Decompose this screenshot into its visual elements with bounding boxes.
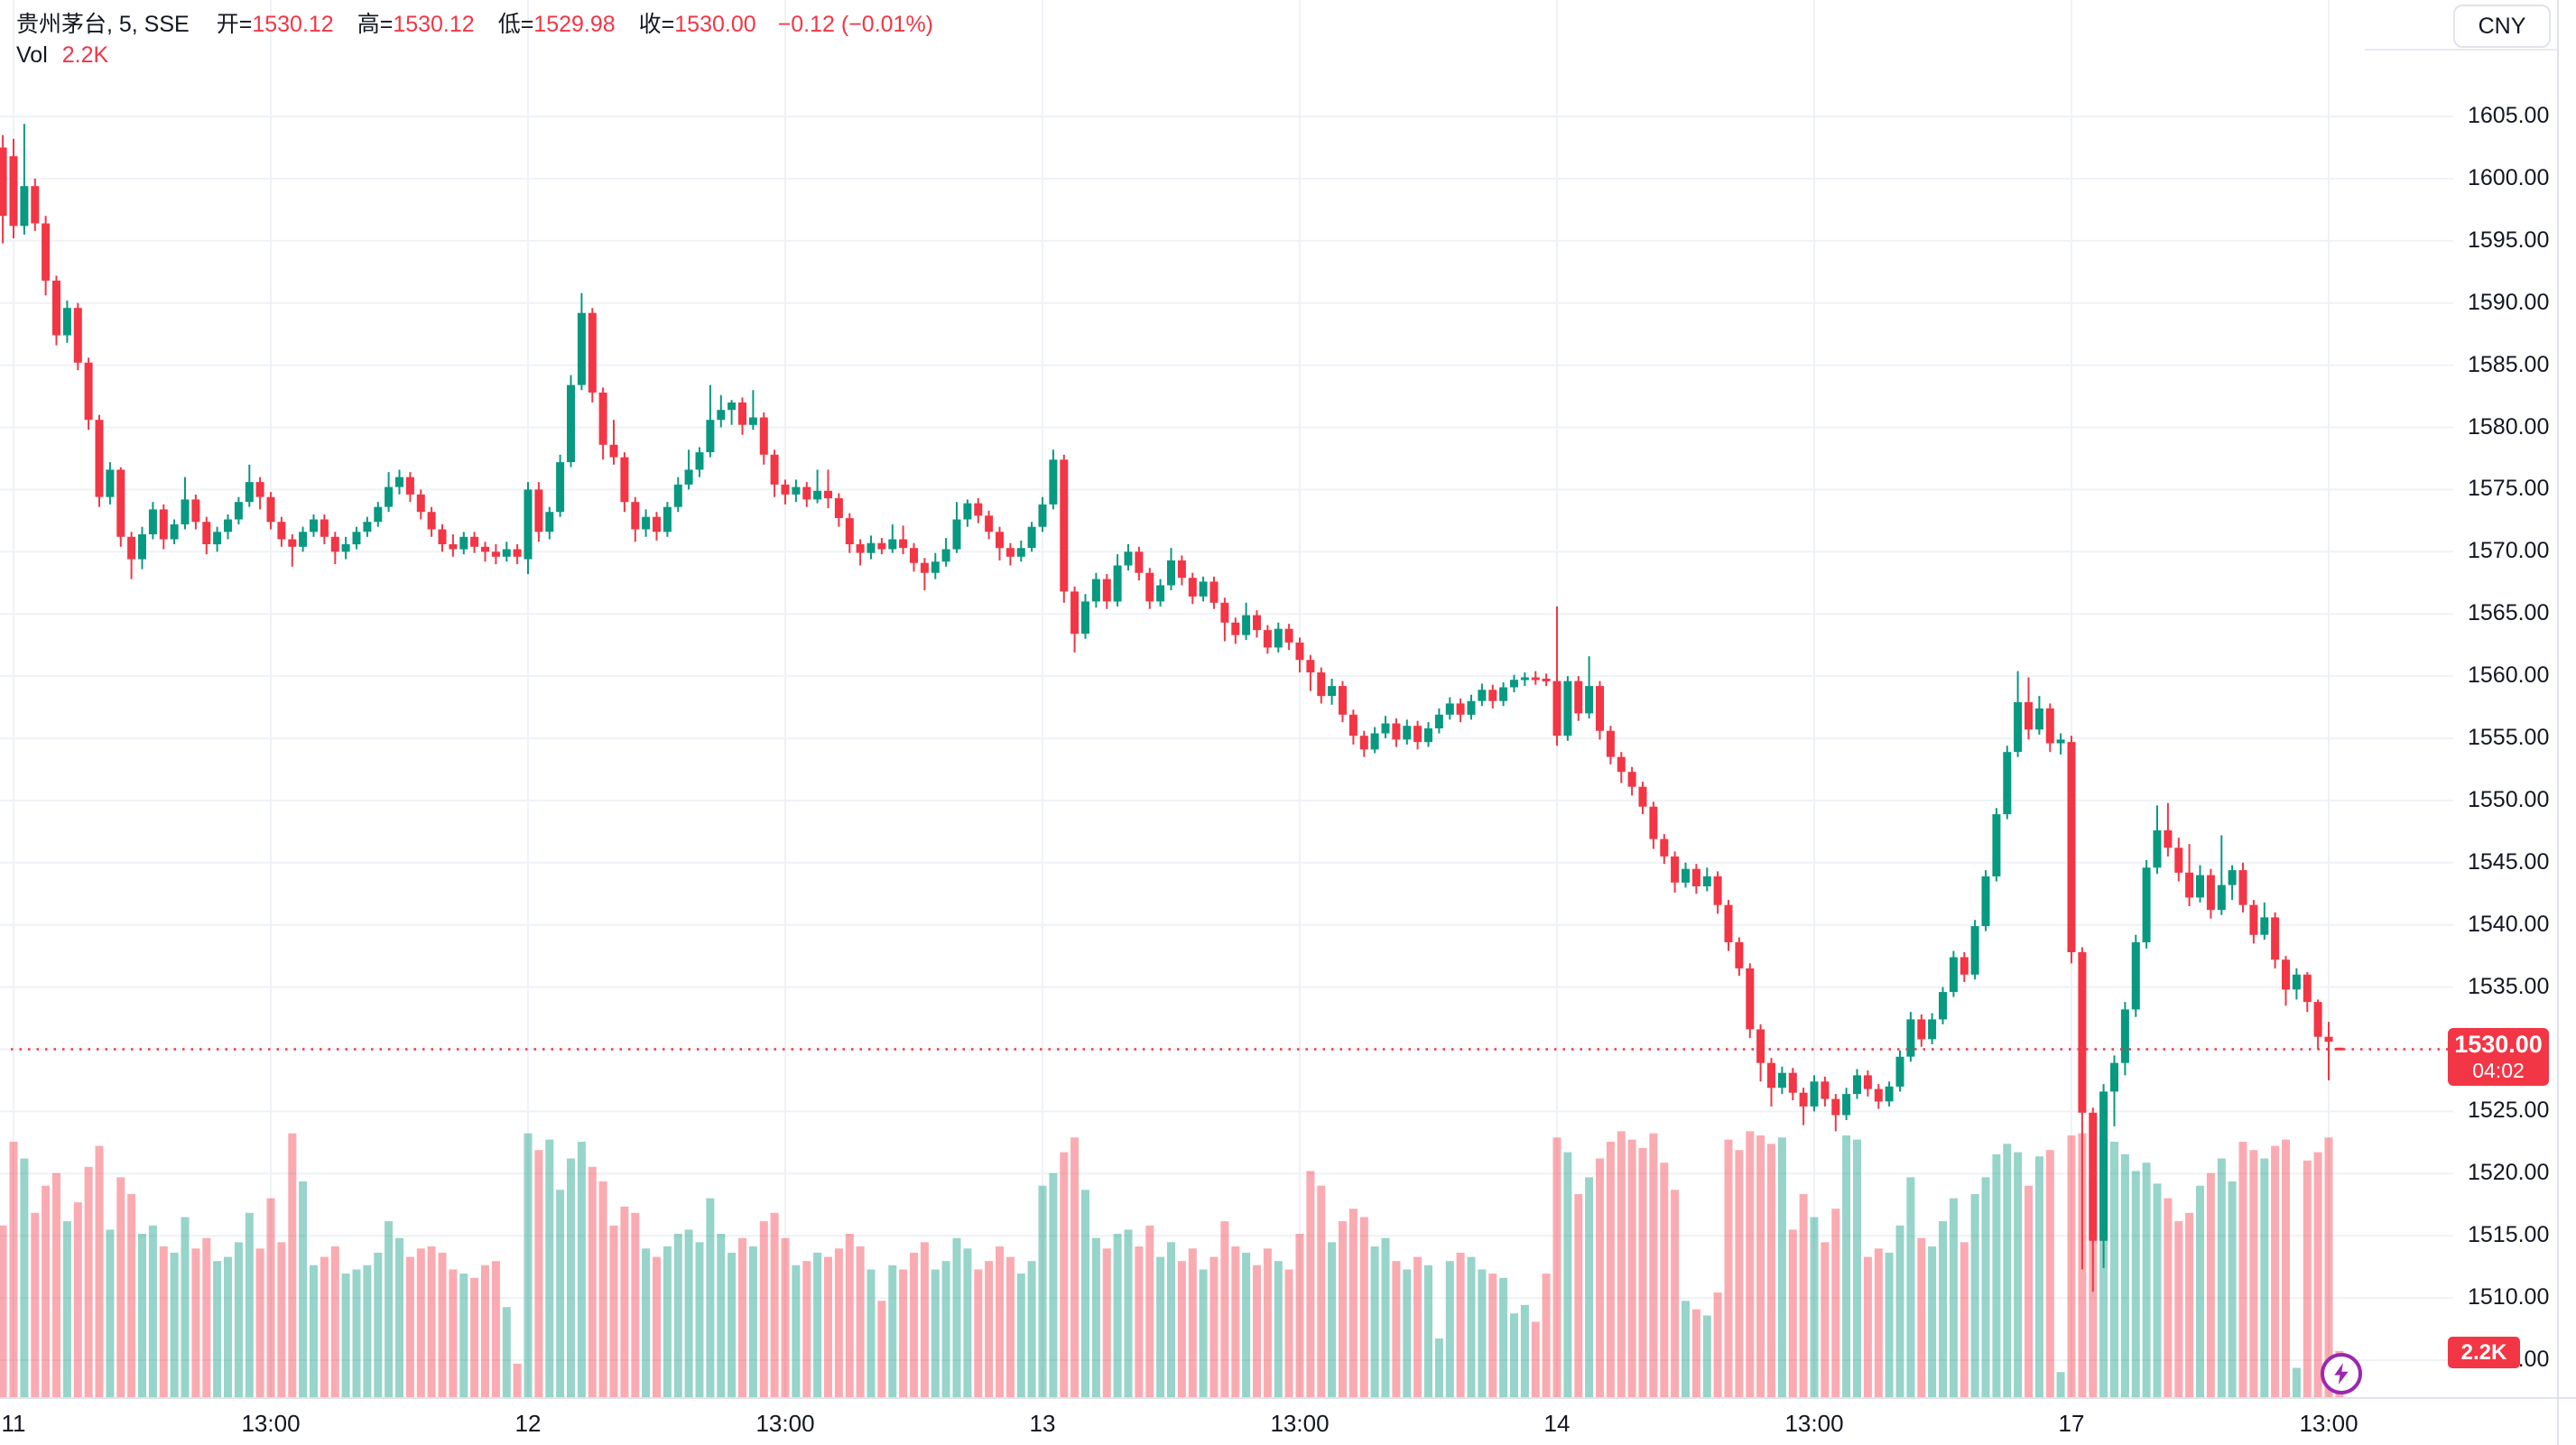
- price-tick-label: 1555.00: [2468, 724, 2550, 750]
- current-price-badge[interactable]: 1530.00 04:02: [2448, 1028, 2549, 1086]
- volume-bars: [0, 1131, 2344, 1397]
- price-tick-label: 1560.00: [2468, 662, 2550, 689]
- current-price-value: 1530.00: [2454, 1031, 2543, 1058]
- symbol-title: 贵州茅台, 5, SSE: [16, 12, 190, 37]
- price-tick-label: 1580.00: [2468, 413, 2550, 440]
- price-tick-label: 1600.00: [2468, 164, 2550, 190]
- instant-trading-button[interactable]: [2321, 1353, 2362, 1394]
- time-tick-label: 13:00: [755, 1410, 815, 1437]
- time-tick-label: 17: [2058, 1410, 2085, 1437]
- price-tick-label: 1595.00: [2468, 227, 2550, 253]
- price-tick-label: 1570.00: [2468, 538, 2550, 564]
- legend[interactable]: 贵州茅台, 5, SSE 开=1530.12 高=1530.12 低=1529.98…: [16, 9, 933, 70]
- grid-lines: [0, 0, 2453, 1397]
- time-axis-separator: [0, 1397, 2576, 1399]
- time-tick-label: 12: [514, 1410, 542, 1437]
- price-tick-label: 1545.00: [2468, 848, 2550, 875]
- price-tick-label: 1535.00: [2468, 973, 2550, 999]
- volume-value: 2.2K: [61, 42, 109, 68]
- price-axis-border: [2557, 0, 2559, 1445]
- time-tick-label: 13:00: [1784, 1410, 1844, 1437]
- currency-button[interactable]: CNY: [2453, 5, 2551, 48]
- time-tick-label: 13:00: [241, 1410, 301, 1437]
- current-volume-badge: 2.2K: [2448, 1337, 2520, 1368]
- ohlc-readout: 开=1530.12 高=1530.12 低=1529.98 收=1530.00: [216, 12, 756, 37]
- price-tick-label: 1515.00: [2468, 1222, 2550, 1248]
- price-tick-label: 1575.00: [2468, 476, 2550, 502]
- candles: [0, 124, 2344, 1292]
- toolbar-separator: [2365, 49, 2557, 51]
- price-tick-label: 1590.00: [2468, 289, 2550, 315]
- price-tick-label: 1605.00: [2468, 102, 2550, 128]
- price-tick-label: 1525.00: [2468, 1098, 2550, 1124]
- price-tick-label: 1585.00: [2468, 351, 2550, 377]
- price-tick-label: 1510.00: [2468, 1284, 2550, 1311]
- price-tick-label: 1565.00: [2468, 600, 2550, 626]
- lightning-icon: [2334, 1363, 2349, 1385]
- volume-label: Vol: [16, 42, 48, 68]
- change-readout: −0.12 (−0.01%): [777, 12, 933, 37]
- time-tick-label: 13: [1029, 1410, 1056, 1437]
- price-tick-label: 1540.00: [2468, 911, 2550, 937]
- time-tick-label: 11: [1, 1410, 26, 1437]
- time-tick-label: 13:00: [1270, 1410, 1330, 1437]
- bar-countdown: 04:02: [2472, 1059, 2525, 1082]
- price-tick-label: 1520.00: [2468, 1160, 2550, 1186]
- price-tick-label: 1550.00: [2468, 786, 2550, 812]
- time-tick-label: 13:00: [2299, 1410, 2358, 1437]
- time-tick-label: 14: [1543, 1410, 1571, 1437]
